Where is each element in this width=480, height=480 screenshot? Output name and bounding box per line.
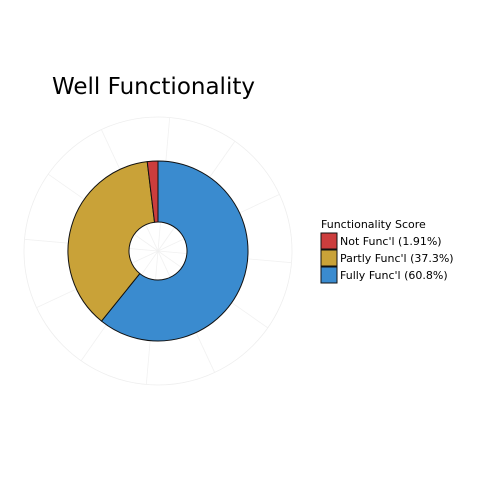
legend-label: Not Func'l (1.91%) xyxy=(340,235,442,248)
legend-label: Partly Func'l (37.3%) xyxy=(340,252,454,265)
polar-grid xyxy=(23,116,293,386)
pie-slice xyxy=(100,160,249,342)
pie-slice xyxy=(67,161,156,322)
slices xyxy=(67,160,249,342)
chart-title: Well Functionality xyxy=(52,74,255,100)
grid-circle xyxy=(23,116,293,386)
legend-title: Functionality Score xyxy=(321,218,426,231)
legend-swatch xyxy=(320,232,338,250)
legend-swatch xyxy=(320,266,338,284)
legend: Functionality Score Not Func'l (1.91%) Pa… xyxy=(320,218,454,284)
legend-label: Fully Func'l (60.8%) xyxy=(340,269,448,282)
legend-swatch xyxy=(320,249,338,267)
pie-slice xyxy=(146,160,159,223)
